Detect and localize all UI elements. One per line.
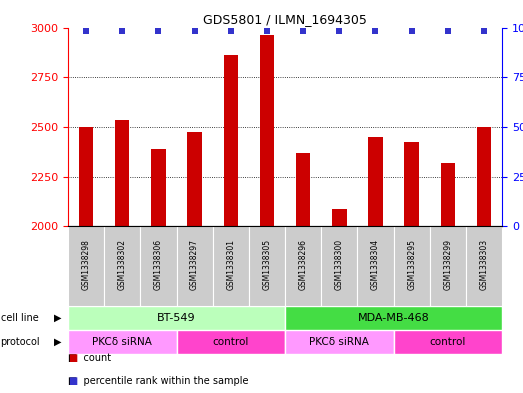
Bar <box>393 226 430 306</box>
Bar <box>68 330 176 354</box>
Text: PKCδ siRNA: PKCδ siRNA <box>310 337 369 347</box>
Bar <box>285 306 502 330</box>
Text: protocol: protocol <box>1 337 40 347</box>
Bar <box>357 226 393 306</box>
Text: GSM1338302: GSM1338302 <box>118 239 127 290</box>
Bar <box>332 209 347 226</box>
Text: GSM1338296: GSM1338296 <box>299 239 308 290</box>
Text: ■  count: ■ count <box>68 353 111 363</box>
Text: cell line: cell line <box>1 313 38 323</box>
Bar <box>79 127 93 226</box>
Text: PKCδ siRNA: PKCδ siRNA <box>93 337 152 347</box>
Bar <box>68 306 285 330</box>
Bar <box>177 226 213 306</box>
Bar <box>440 163 455 226</box>
Text: GSM1338305: GSM1338305 <box>263 239 271 290</box>
Bar <box>285 330 393 354</box>
Text: GSM1338299: GSM1338299 <box>444 239 452 290</box>
Text: BT-549: BT-549 <box>157 313 196 323</box>
Bar <box>249 226 285 306</box>
Text: control: control <box>212 337 249 347</box>
Bar <box>140 226 176 306</box>
Text: GSM1338298: GSM1338298 <box>82 239 90 290</box>
Bar <box>285 226 321 306</box>
Bar <box>187 132 202 226</box>
Bar <box>321 226 357 306</box>
Bar <box>296 152 310 226</box>
Text: ▶: ▶ <box>54 313 61 323</box>
Bar <box>213 226 249 306</box>
Bar <box>430 226 466 306</box>
Text: ■: ■ <box>69 376 78 386</box>
Bar <box>404 142 419 226</box>
Text: ▶: ▶ <box>54 337 61 347</box>
Text: ■  percentile rank within the sample: ■ percentile rank within the sample <box>68 376 248 386</box>
Bar <box>104 226 140 306</box>
Text: GSM1338303: GSM1338303 <box>480 239 488 290</box>
Bar <box>151 149 166 226</box>
Text: GSM1338300: GSM1338300 <box>335 239 344 290</box>
Bar <box>177 330 285 354</box>
Text: MDA-MB-468: MDA-MB-468 <box>358 313 429 323</box>
Text: GSM1338297: GSM1338297 <box>190 239 199 290</box>
Text: GSM1338304: GSM1338304 <box>371 239 380 290</box>
Bar <box>68 226 104 306</box>
Bar <box>115 120 130 226</box>
Bar <box>393 330 502 354</box>
Bar <box>368 137 383 226</box>
Text: ■: ■ <box>69 353 78 363</box>
Text: GSM1338306: GSM1338306 <box>154 239 163 290</box>
Text: control: control <box>429 337 466 347</box>
Bar <box>466 226 502 306</box>
Bar <box>260 35 274 226</box>
Title: GDS5801 / ILMN_1694305: GDS5801 / ILMN_1694305 <box>203 13 367 26</box>
Text: GSM1338295: GSM1338295 <box>407 239 416 290</box>
Text: GSM1338301: GSM1338301 <box>226 239 235 290</box>
Bar <box>223 55 238 226</box>
Bar <box>477 127 491 226</box>
